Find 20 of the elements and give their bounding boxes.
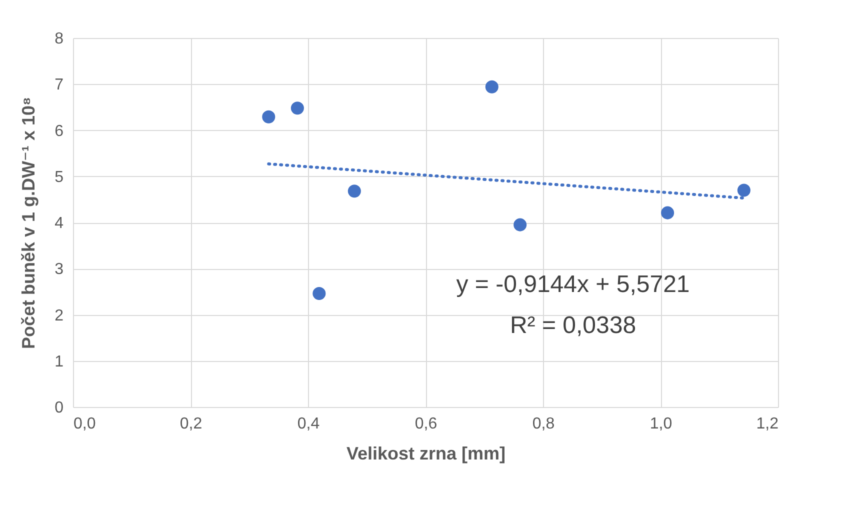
x-tick-label: 0,4 xyxy=(297,416,320,432)
x-tick-label: 0,2 xyxy=(180,416,202,432)
x-axis-title: Velikost zrna [mm] xyxy=(346,444,506,464)
y-tick-label: 7 xyxy=(54,76,64,94)
annotation: y = -0,9144x + 5,5721 xyxy=(456,271,690,298)
y-tick-label: 5 xyxy=(54,168,64,186)
y-tick-label: 2 xyxy=(54,307,64,324)
y-tick-label: 3 xyxy=(54,261,64,278)
y-tick-label: 1 xyxy=(54,353,64,370)
x-tick-label: 0,8 xyxy=(532,416,555,432)
x-tick-label: 1,0 xyxy=(650,416,672,432)
y-tick-label: 4 xyxy=(54,215,64,232)
y-axis-title: Počet buněk v 1 g.DW⁻¹ x 10⁸ xyxy=(18,96,39,350)
y-tick-label: 8 xyxy=(54,30,64,48)
y-tick-label: 6 xyxy=(54,122,64,140)
x-tick-label: 0,0 xyxy=(74,416,96,432)
y-tick-label: 0 xyxy=(54,400,64,416)
x-tick-label: 0,6 xyxy=(414,416,438,432)
annotation: R² = 0,0338 xyxy=(510,312,636,339)
x-tick-label: 1,2 xyxy=(756,416,779,432)
